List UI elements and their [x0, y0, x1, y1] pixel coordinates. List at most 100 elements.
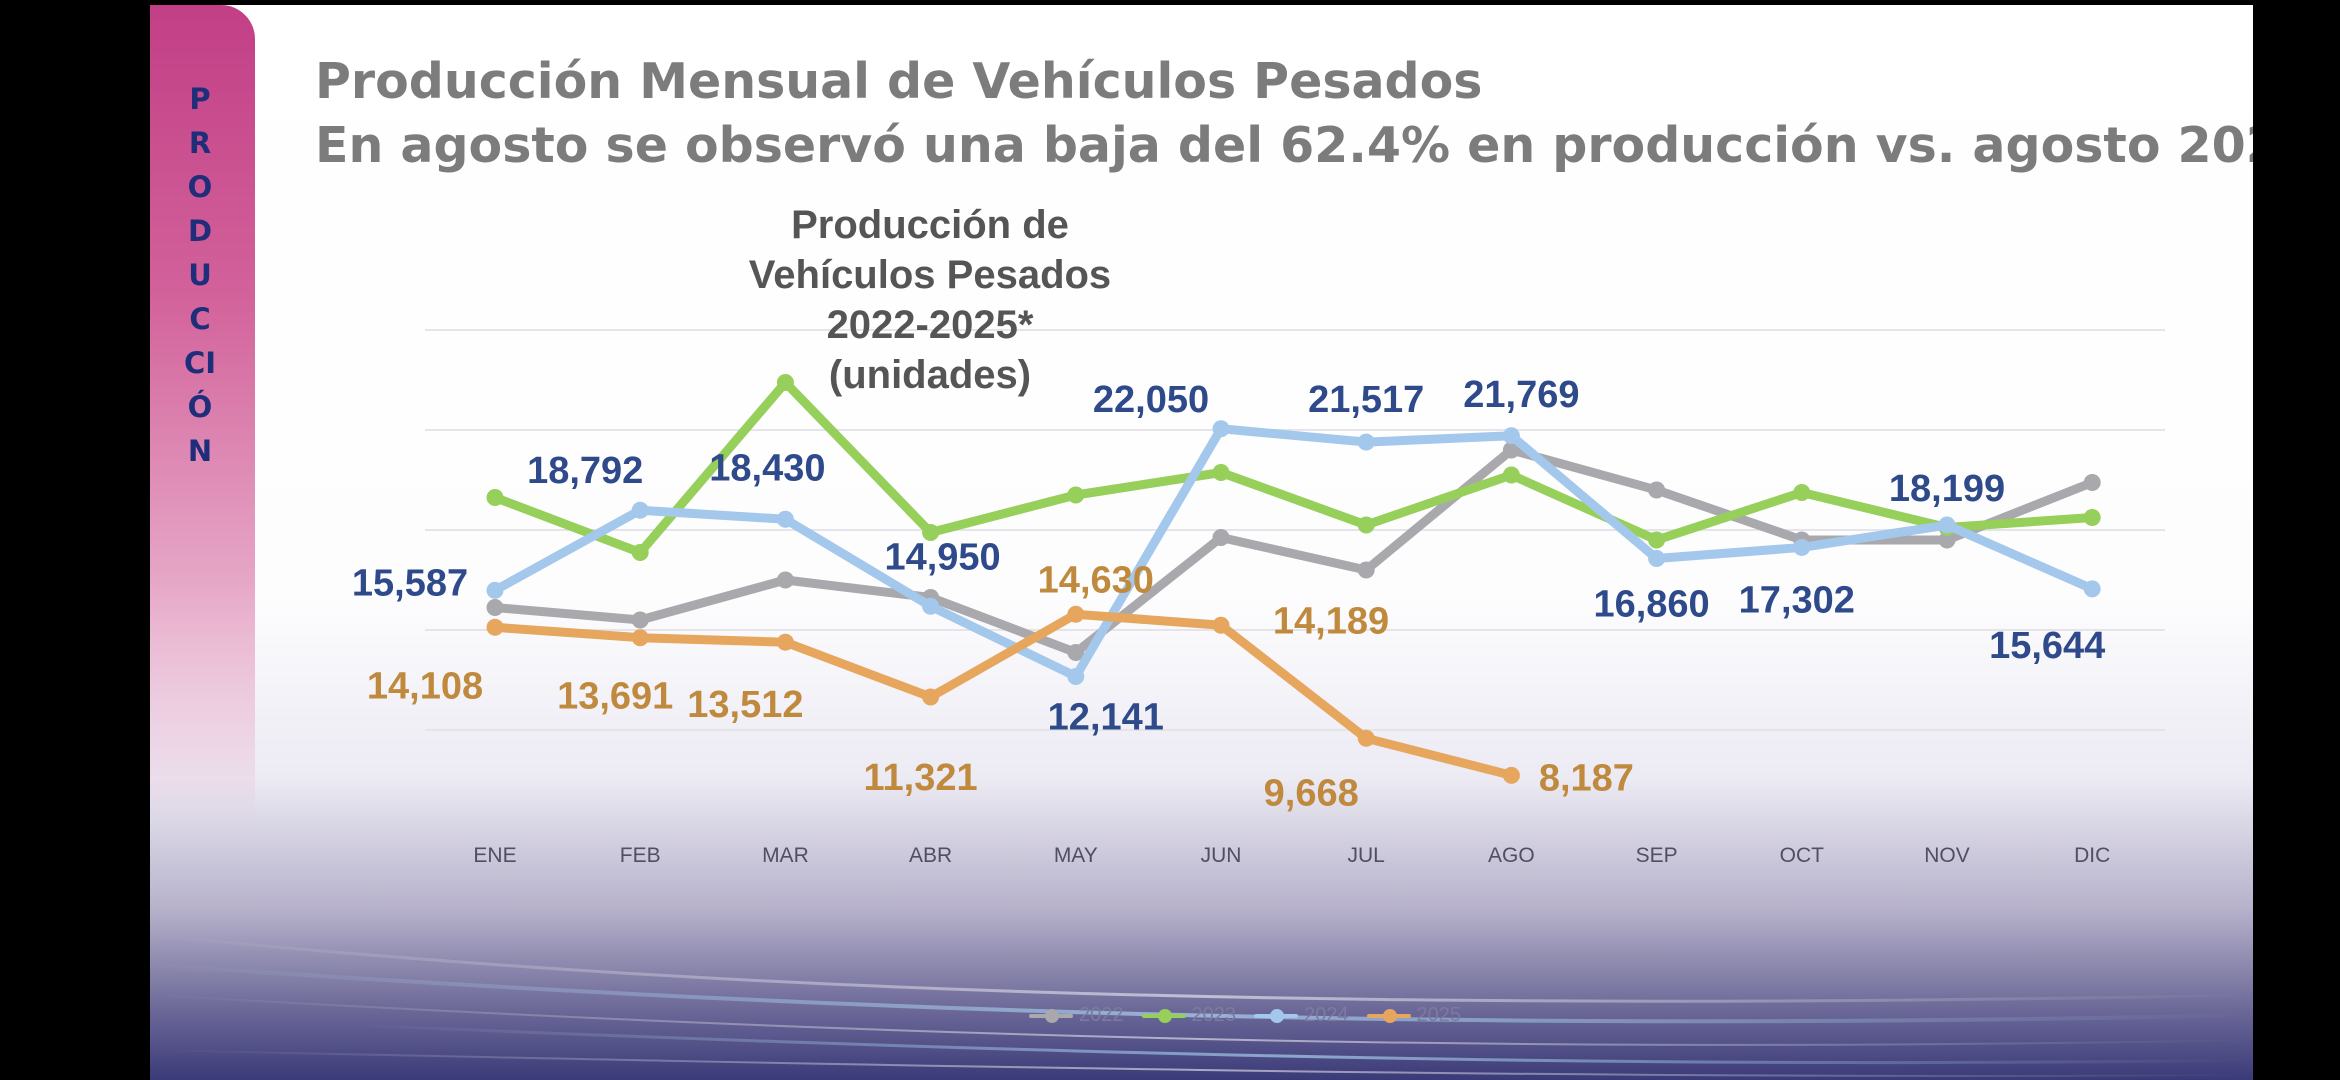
data-label-2025: 11,321	[864, 757, 978, 799]
chart-title: Producción de Vehículos Pesados 2022-2025…	[720, 200, 1140, 400]
data-point	[1502, 427, 1520, 445]
data-label-2024: 15,644	[1989, 625, 2105, 667]
legend-swatch	[1254, 1008, 1298, 1023]
chart-x-axis-ticks: ENE FEB MAR ABR MAY JUN JUL AGO SEP OCT NOV DIC	[473, 844, 2110, 867]
series-line	[490, 609, 1516, 780]
x-tick-label: DIC	[2074, 844, 2110, 867]
data-point	[1648, 481, 1666, 499]
data-point	[776, 374, 794, 391]
slide-subtitle: En agosto se observó una baja del 62.4% …	[315, 117, 2253, 174]
legend-item-2023: 2023	[1141, 1004, 1237, 1027]
data-point	[922, 688, 940, 706]
x-tick-label: ABR	[909, 844, 952, 867]
data-point	[1793, 538, 1811, 556]
data-label-2024: 16,860	[1593, 584, 1709, 626]
data-point	[631, 501, 649, 519]
data-point	[776, 510, 794, 528]
data-point	[1067, 644, 1085, 661]
x-tick-label: JUL	[1348, 844, 1385, 867]
data-label-2025: 8,187	[1539, 757, 1634, 799]
data-point	[1648, 550, 1666, 567]
data-label-2024: 12,141	[1048, 696, 1164, 738]
data-point	[1502, 766, 1520, 784]
chart-gridlines	[425, 329, 2165, 731]
data-point	[1357, 561, 1375, 579]
legend-label: 2022	[1079, 1004, 1124, 1026]
x-tick-label: JUN	[1201, 844, 1242, 867]
data-label-2025: 13,691	[557, 676, 673, 718]
chart-series	[486, 374, 2101, 784]
legend-swatch	[1366, 1008, 1411, 1023]
data-point	[1212, 529, 1230, 546]
data-point	[631, 629, 649, 647]
data-label-2024: 15,587	[352, 562, 468, 604]
data-point	[1502, 466, 1520, 484]
data-point	[1938, 516, 1956, 534]
x-tick-label: MAR	[762, 844, 809, 867]
data-point	[486, 618, 504, 636]
chart-legend: 2022 2023 2024 2025	[0, 1004, 2340, 1027]
x-tick-label: FEB	[620, 844, 661, 867]
section-label: PRODUCCIÓN	[183, 82, 217, 468]
data-label-2024: 22,050	[1093, 379, 1209, 421]
data-point	[1212, 464, 1230, 481]
data-label-2024: 18,792	[527, 450, 643, 492]
data-label-2024: 14,950	[884, 536, 1000, 578]
x-tick-label: ENE	[473, 844, 516, 867]
legend-item-2022: 2022	[1029, 1004, 1124, 1027]
data-point	[1212, 420, 1230, 438]
data-point	[776, 571, 794, 589]
data-label-2024: 21,769	[1463, 374, 1579, 416]
data-point	[1648, 531, 1666, 549]
slide-title: Producción Mensual de Vehículos Pesados	[315, 53, 1483, 110]
legend-swatch	[1141, 1008, 1186, 1023]
data-label-2024: 18,430	[709, 447, 825, 489]
data-point	[1067, 605, 1085, 623]
data-point	[2083, 580, 2101, 598]
x-tick-label: OCT	[1780, 844, 1825, 867]
slide-background-decoration	[150, 933, 2253, 1077]
data-point	[1212, 616, 1230, 634]
data-label-2025: 14,189	[1273, 600, 1389, 642]
series-2024	[486, 420, 2101, 685]
data-point	[1793, 484, 1811, 501]
data-point	[486, 599, 504, 616]
legend-label: 2023	[1191, 1004, 1237, 1026]
data-label-2025: 9,668	[1264, 772, 1359, 814]
x-tick-label: MAY	[1054, 844, 1098, 867]
legend-label: 2024	[1304, 1004, 1349, 1026]
section-tab: PRODUCCIÓN	[150, 5, 255, 825]
data-point	[1067, 667, 1085, 685]
x-tick-label: NOV	[1924, 844, 1970, 867]
data-label-2024: 21,517	[1308, 379, 1424, 421]
data-point	[922, 524, 940, 541]
chart-data-labels: 15,587 18,792 18,430 14,950 12,141 22,050 21,5…	[352, 374, 2105, 815]
data-point	[1938, 531, 1956, 549]
data-label-2025: 14,630	[1038, 559, 1154, 601]
data-label-2024: 18,199	[1889, 468, 2005, 510]
data-point	[1502, 441, 1520, 459]
data-point	[486, 581, 504, 599]
legend-marker	[1045, 1008, 1059, 1023]
legend-swatch	[1029, 1008, 1073, 1023]
data-point	[1357, 729, 1375, 747]
data-point	[1357, 516, 1375, 534]
data-point	[922, 597, 940, 615]
x-tick-label: AGO	[1488, 844, 1535, 867]
legend-marker	[1157, 1008, 1172, 1023]
legend-item-2025: 2025	[1366, 1004, 1461, 1027]
chart-title-line: 2022-2025* (unidades)	[826, 303, 1034, 397]
data-label-2025: 14,108	[367, 665, 483, 707]
series-line	[490, 424, 2097, 681]
legend-item-2024: 2024	[1254, 1004, 1349, 1027]
data-label-2024: 17,302	[1739, 579, 1855, 621]
data-point	[776, 633, 794, 651]
data-point	[631, 611, 649, 629]
data-point	[1357, 433, 1375, 451]
data-label-2025: 13,512	[687, 684, 803, 726]
legend-marker	[1270, 1008, 1284, 1023]
data-point	[2083, 474, 2101, 491]
chart-title-line: Producción de Vehículos Pesados	[748, 203, 1112, 297]
